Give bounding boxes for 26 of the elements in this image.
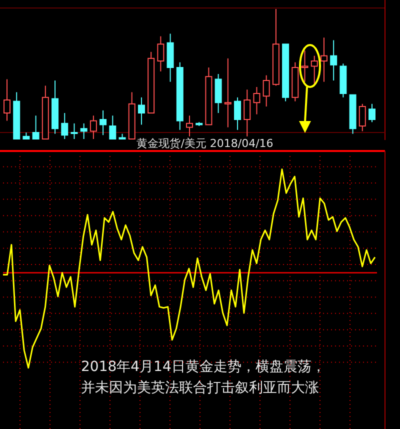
candlestick bbox=[80, 122, 88, 140]
chart-title: 黄金现货/美元 2018/04/16 bbox=[136, 137, 274, 150]
candlestick bbox=[109, 115, 116, 140]
candlestick bbox=[90, 115, 97, 140]
candlestick bbox=[157, 36, 164, 72]
candlestick bbox=[61, 112, 68, 140]
candlestick bbox=[70, 122, 78, 140]
candlestick bbox=[32, 115, 40, 140]
annotation: 2018年4月14日黄金走势，横盘震荡， bbox=[81, 359, 326, 375]
candlestick bbox=[330, 40, 338, 81]
text: 并未因为美英法联合打击叙利亚而大涨 bbox=[81, 380, 319, 396]
candlestick bbox=[100, 110, 107, 136]
candlestick bbox=[253, 86, 260, 115]
candlestick bbox=[186, 115, 193, 137]
candlestick bbox=[4, 78, 10, 122]
candlestick bbox=[244, 89, 251, 137]
candlestick bbox=[358, 103, 366, 132]
candlestick bbox=[320, 37, 328, 82]
candlestick bbox=[234, 96, 242, 130]
candlestick bbox=[224, 58, 232, 128]
candlestick bbox=[214, 74, 222, 114]
candlestick bbox=[301, 50, 308, 82]
candlestick bbox=[138, 96, 145, 126]
candlestick bbox=[368, 103, 376, 123]
candlestick bbox=[262, 74, 270, 107]
candlestick bbox=[310, 55, 318, 85]
